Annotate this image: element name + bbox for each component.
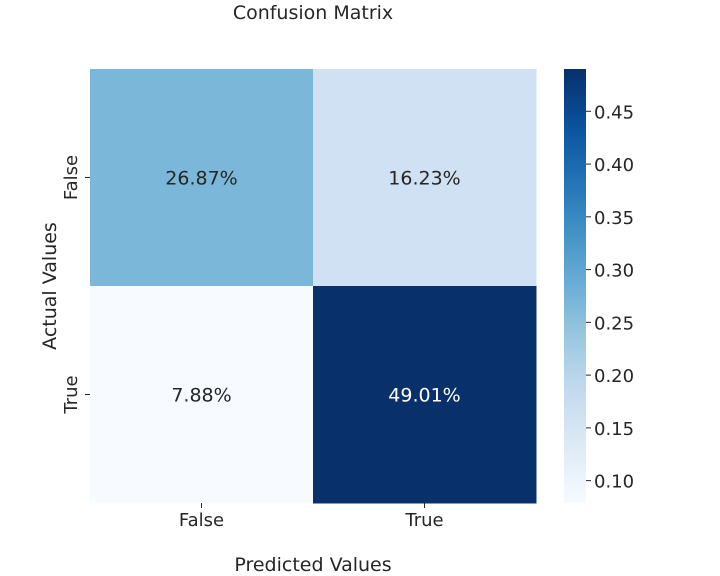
heatmap-cell-false-false [90,69,314,287]
x-tick-label: False [179,510,224,531]
colorbar-ticks: 0.10 0.15 0.20 0.25 0.30 0.35 0.40 0.45 [586,102,634,493]
y-axis-label: Actual Values [39,222,61,350]
colorbar-tick-label: 0.30 [594,261,634,282]
colorbar-tick-label: 0.35 [594,208,634,229]
heatmap-cell-false-true [313,69,537,287]
cell-annotation: 7.88% [171,385,231,407]
colorbar-tick-label: 0.20 [594,366,634,387]
x-tick-label: True [404,510,443,531]
colorbar-tick-label: 0.25 [594,313,634,334]
cell-annotation: 26.87% [165,168,237,190]
heatmap-cell-true-true [313,286,537,504]
x-axis-label: Predicted Values [234,554,391,576]
colorbar [564,69,586,503]
chart-title: Confusion Matrix [233,2,393,24]
colorbar-tick-label: 0.10 [594,472,634,493]
cell-annotations: 26.87% 16.23% 7.88% 49.01% [165,168,460,407]
heatmap-cells [90,69,537,504]
cell-annotation: 16.23% [388,168,460,190]
heatmap-cell-true-false [90,286,314,504]
y-axis-ticks: False True [61,155,90,415]
colorbar-tick-label: 0.40 [594,155,634,176]
colorbar-tick-label: 0.45 [594,102,634,123]
y-tick-label: True [61,375,82,414]
x-axis-ticks: False True [179,503,444,531]
y-tick-label: False [61,155,82,200]
colorbar-tick-label: 0.15 [594,419,634,440]
cell-annotation: 49.01% [388,385,460,407]
